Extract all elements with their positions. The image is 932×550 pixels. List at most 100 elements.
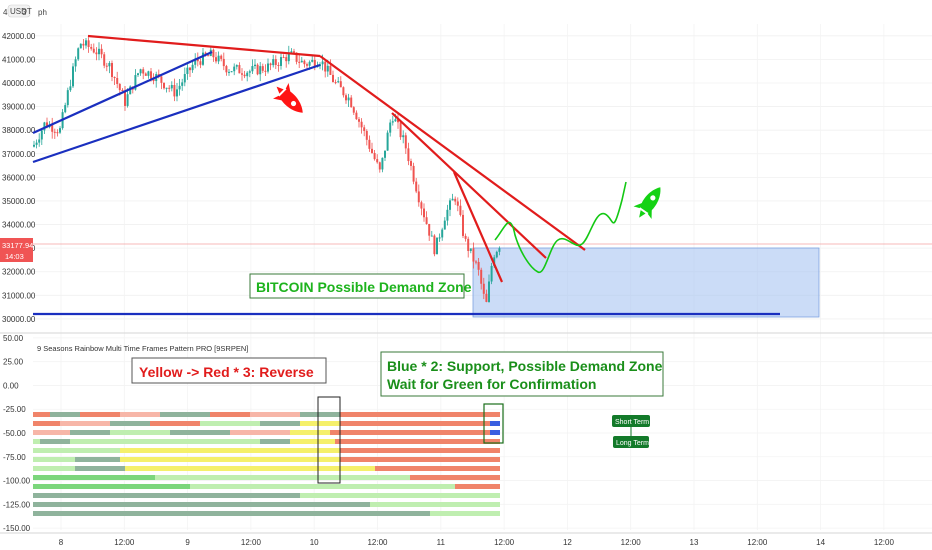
rainbow-bar-segment bbox=[330, 430, 490, 435]
candle-body bbox=[456, 201, 459, 206]
rainbow-bar-segment bbox=[150, 421, 200, 426]
candle-body bbox=[251, 66, 254, 72]
candle-body bbox=[446, 209, 449, 221]
candle-body bbox=[90, 46, 93, 49]
candle-body bbox=[202, 52, 204, 65]
candle-body bbox=[272, 59, 275, 66]
candle-body bbox=[64, 105, 67, 113]
candle-body bbox=[261, 66, 264, 71]
symbol-badge[interactable]: USDT bbox=[7, 4, 32, 18]
support-annotation[interactable]: Blue * 2: Support, Possible Demand Zone … bbox=[380, 351, 664, 397]
time-tick-label: 12:00 bbox=[874, 538, 895, 547]
rainbow-bar-segment bbox=[40, 439, 70, 444]
rainbow-bar-segment bbox=[125, 466, 375, 471]
indicator-tick-label: 50.00 bbox=[3, 334, 24, 343]
candle-body bbox=[170, 84, 173, 89]
candle-body bbox=[443, 220, 446, 230]
candle-body bbox=[423, 208, 425, 218]
candle-body bbox=[116, 78, 119, 84]
rainbow-bar-segment bbox=[340, 457, 500, 462]
rainbow-bar-segment bbox=[120, 412, 160, 417]
rainbow-bar-segment bbox=[300, 412, 340, 417]
resistance-trendline-1[interactable] bbox=[319, 55, 586, 251]
candle-body bbox=[165, 87, 168, 89]
candle-body bbox=[111, 63, 113, 78]
candle-body bbox=[358, 119, 360, 122]
rainbow-bar-segment bbox=[490, 421, 500, 426]
candle-body bbox=[282, 57, 285, 59]
price-tick-label: 40000.00 bbox=[2, 79, 36, 88]
candle-body bbox=[329, 65, 332, 75]
rainbow-bar-segment bbox=[340, 448, 500, 453]
long-term-badge[interactable]: Long Term bbox=[613, 436, 649, 448]
rocket-down-icon bbox=[273, 83, 303, 113]
candle-body bbox=[74, 59, 77, 67]
candle-body bbox=[482, 283, 485, 294]
resistance-trendline-3[interactable] bbox=[452, 171, 504, 283]
candle-body bbox=[332, 74, 334, 83]
candle-body bbox=[337, 81, 340, 83]
candle-body bbox=[269, 63, 272, 66]
rainbow-bar-segment bbox=[33, 493, 300, 498]
support-highlight-box bbox=[483, 403, 504, 444]
rainbow-bar-segment bbox=[33, 511, 430, 516]
candle-body bbox=[108, 63, 111, 67]
candle-body bbox=[425, 217, 428, 224]
candle-body bbox=[147, 71, 150, 76]
demand-zone-annotation[interactable]: BITCOIN Possible Demand Zone bbox=[249, 273, 472, 299]
support-trendline-lower[interactable] bbox=[32, 63, 321, 164]
rainbow-bar-segment bbox=[410, 475, 500, 480]
rainbow-bar-segment bbox=[70, 430, 110, 435]
reverse-annotation[interactable]: Yellow -> Red * 3: Reverse bbox=[131, 357, 327, 384]
candle-body bbox=[280, 57, 282, 66]
support-trendline-upper[interactable] bbox=[32, 50, 213, 135]
rainbow-bar-segment bbox=[340, 412, 500, 417]
candle-body bbox=[191, 64, 194, 71]
symbol-label: USDT bbox=[10, 7, 32, 16]
candle-body bbox=[345, 95, 347, 101]
rainbow-bar-segment bbox=[340, 421, 490, 426]
green-projection-path bbox=[494, 181, 627, 273]
candle-body bbox=[397, 119, 399, 123]
candle-body bbox=[189, 67, 191, 71]
candle-body bbox=[181, 82, 184, 86]
short-term-badge[interactable]: Short Term bbox=[612, 415, 650, 427]
candle-body bbox=[498, 248, 501, 252]
indicator-tick-label: -75.00 bbox=[3, 453, 26, 462]
rainbow-bar-segment bbox=[75, 457, 120, 462]
candle-body bbox=[295, 52, 298, 62]
rainbow-bars bbox=[33, 412, 500, 516]
rainbow-bar-segment bbox=[290, 439, 335, 444]
time-tick-label: 10 bbox=[310, 538, 319, 547]
candle-body bbox=[95, 52, 98, 55]
candle-body bbox=[87, 40, 90, 47]
candle-body bbox=[230, 71, 233, 73]
candle-body bbox=[72, 66, 74, 87]
candle-body bbox=[308, 61, 311, 66]
candle-body bbox=[33, 144, 35, 147]
candle-body bbox=[404, 135, 407, 149]
candle-body bbox=[254, 64, 256, 67]
time-tick-label: 12:00 bbox=[747, 538, 768, 547]
price-tick-label: 37000.00 bbox=[2, 150, 36, 159]
candle-body bbox=[407, 148, 410, 162]
candle-body bbox=[267, 63, 269, 72]
resistance-trendline-top[interactable] bbox=[87, 34, 321, 58]
price-tick-label: 42000.00 bbox=[2, 32, 36, 41]
demand-zone-box[interactable] bbox=[472, 247, 820, 318]
candle-body bbox=[277, 64, 280, 66]
candle-body bbox=[449, 200, 451, 210]
indicator-tick-label: -150.00 bbox=[3, 524, 31, 533]
candle-body bbox=[417, 191, 420, 203]
candle-body bbox=[92, 48, 95, 53]
price-tick-label: 30000.00 bbox=[2, 315, 36, 324]
candle-body bbox=[238, 65, 241, 74]
rocket-up-icon bbox=[633, 187, 661, 219]
resistance-trendline-2[interactable] bbox=[391, 112, 547, 259]
price-tick-label: 41000.00 bbox=[2, 55, 36, 64]
rainbow-bar-segment bbox=[33, 484, 190, 489]
rainbow-bar-segment bbox=[210, 412, 250, 417]
indicator-tick-label: -125.00 bbox=[3, 500, 31, 509]
rainbow-bar-segment bbox=[170, 430, 230, 435]
candle-body bbox=[391, 121, 394, 123]
